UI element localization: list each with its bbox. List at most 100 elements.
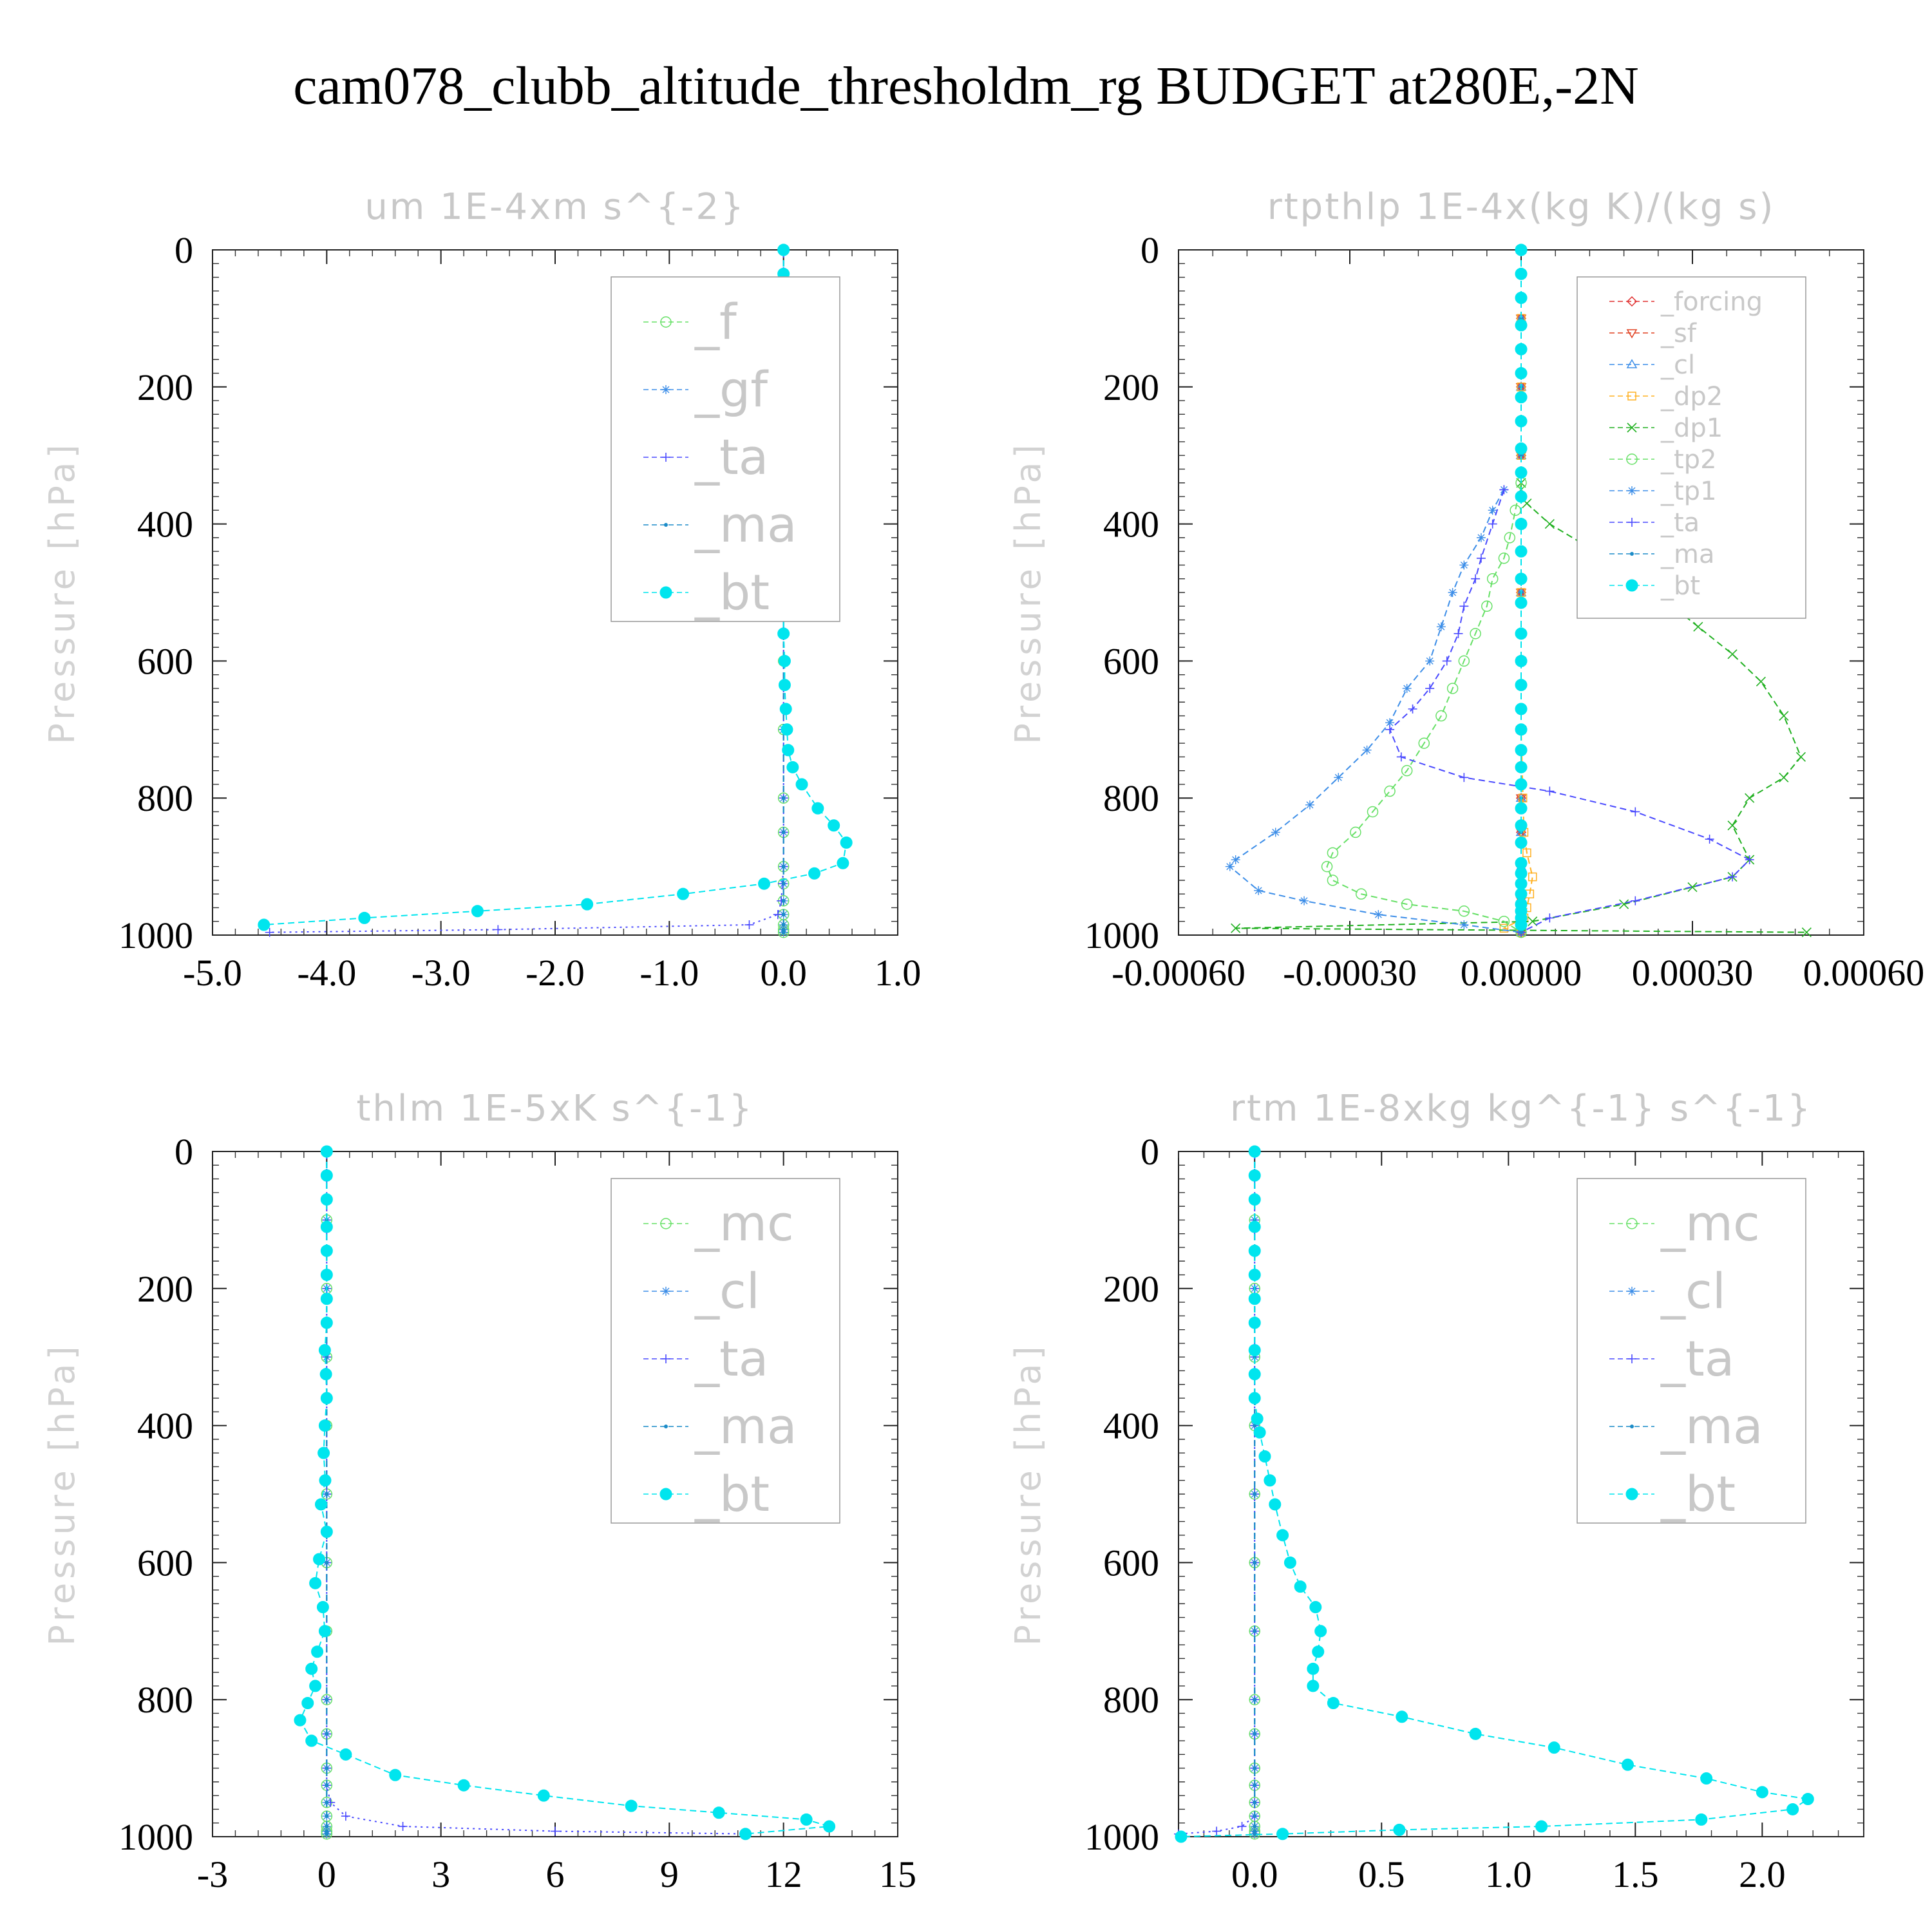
series-tp1 <box>1225 485 1526 937</box>
data-point-bt <box>1515 723 1528 736</box>
data-point-bt <box>1515 679 1528 692</box>
data-point-dp2 <box>1522 848 1531 858</box>
data-point-bt <box>1515 703 1528 715</box>
data-point-bt <box>1515 243 1528 256</box>
data-point-bt <box>581 898 594 911</box>
legend-marker-f <box>660 316 672 328</box>
data-point-bt <box>1515 857 1528 869</box>
legend-label-tp1: _tp1 <box>1660 477 1717 506</box>
data-point-bt <box>1283 1556 1296 1569</box>
series-ta <box>1174 1147 1260 1839</box>
data-point-ma <box>1253 1783 1257 1788</box>
legend-marker-forcing <box>1626 296 1638 307</box>
y-tick-label: 600 <box>137 640 193 682</box>
y-axis-label: Pressure [hPa] <box>1008 1342 1048 1645</box>
data-point-bt <box>1515 819 1528 832</box>
data-point-bt <box>1515 518 1528 531</box>
data-point-ma <box>781 923 786 927</box>
series-bt <box>294 1145 836 1841</box>
data-point-ta <box>1476 553 1486 563</box>
data-point-ma <box>325 1824 329 1829</box>
x-tick-label: 2.0 <box>1739 1853 1786 1895</box>
data-point-ma <box>325 1800 329 1804</box>
x-tick-label: -3 <box>197 1853 228 1895</box>
data-point-ta <box>1499 485 1509 495</box>
data-point-bt <box>808 867 821 880</box>
data-point-ta <box>398 1822 408 1832</box>
data-point-bt <box>1515 596 1528 609</box>
panel-title: rtpthlp 1E-4x(kg K)/(kg s) <box>1267 186 1776 228</box>
legend-label-tp2: _tp2 <box>1660 445 1717 475</box>
data-point-bt <box>320 1269 333 1282</box>
legend-marker-sf <box>1626 329 1638 339</box>
data-point-ma <box>1253 1732 1257 1736</box>
x-tick-label: 0.0 <box>1231 1853 1278 1895</box>
legend-marker-cl <box>661 1287 670 1296</box>
series-line-ta <box>1388 489 1751 933</box>
data-point-bt <box>1248 1269 1261 1282</box>
data-point-ma <box>325 1492 329 1496</box>
data-point-bt <box>320 1316 333 1329</box>
data-point-bt <box>316 1601 329 1614</box>
data-point-tp2 <box>1367 806 1379 818</box>
data-point-bt <box>712 1806 725 1819</box>
data-point-bt <box>301 1697 314 1710</box>
legend-marker-ma <box>664 1425 668 1428</box>
data-point-tp1 <box>1459 560 1469 570</box>
data-point-ma <box>1519 930 1523 934</box>
data-point-bt <box>778 654 791 667</box>
data-point-bt <box>1515 291 1528 304</box>
x-tick-label: 6 <box>546 1853 565 1895</box>
legend-label-cl: _cl <box>1660 350 1695 380</box>
data-point-tp1 <box>1305 800 1314 810</box>
data-point-dp1 <box>1745 793 1755 803</box>
y-tick-label: 400 <box>1103 1405 1159 1447</box>
y-tick-label: 800 <box>137 777 193 819</box>
data-point-bt <box>319 1474 332 1487</box>
data-point-bt <box>258 918 270 931</box>
data-point-ma <box>781 864 786 869</box>
data-point-bt <box>1515 887 1528 900</box>
y-tick-label: 600 <box>137 1542 193 1584</box>
data-point-tp1 <box>1459 920 1469 930</box>
data-point-tp2 <box>1498 553 1510 564</box>
legend-label-dp1: _dp1 <box>1660 413 1723 443</box>
data-point-ta <box>1631 807 1640 817</box>
x-tick-label: 15 <box>879 1853 916 1895</box>
data-point-ma <box>325 1832 329 1836</box>
data-point-bt <box>1622 1758 1634 1771</box>
data-point-bt <box>1248 1193 1261 1206</box>
data-point-tp1 <box>1225 862 1235 871</box>
data-point-bt <box>314 1498 327 1511</box>
legend-marker-bt <box>659 586 672 599</box>
x-tick-label: 9 <box>660 1853 679 1895</box>
x-tick-label: -0.00060 <box>1112 952 1245 994</box>
data-point-bt <box>537 1789 550 1802</box>
data-point-bt <box>1307 1680 1320 1692</box>
data-point-bt <box>1248 1244 1261 1257</box>
data-point-sf <box>1515 589 1527 598</box>
data-point-tp2 <box>1327 847 1339 859</box>
data-point-tp1 <box>1476 533 1486 542</box>
data-point-dp1 <box>1779 710 1789 721</box>
data-point-ma <box>1253 1492 1257 1496</box>
x-tick-label: -4.0 <box>297 952 356 994</box>
data-point-bt <box>800 1813 813 1826</box>
data-point-tp2 <box>1486 573 1499 585</box>
data-point-bt <box>305 1662 318 1675</box>
series-tp2 <box>1321 477 1527 938</box>
data-point-bt <box>1248 1293 1261 1305</box>
legend-box <box>611 1178 840 1524</box>
data-point-bt <box>758 877 771 890</box>
y-tick-label: 600 <box>1103 1542 1159 1584</box>
data-point-ma <box>1253 1629 1257 1633</box>
data-point-bt <box>1515 836 1528 849</box>
data-point-bt <box>319 1368 332 1381</box>
figure-title: cam078_clubb_altitude_thresholdm_rg BUDG… <box>293 56 1639 116</box>
data-point-ta <box>341 1812 350 1821</box>
data-point-bt <box>778 679 791 692</box>
data-point-tp2 <box>1504 532 1516 544</box>
data-point-ta <box>493 925 503 934</box>
data-point-bt <box>1393 1823 1406 1836</box>
data-point-ma <box>1253 1832 1257 1836</box>
